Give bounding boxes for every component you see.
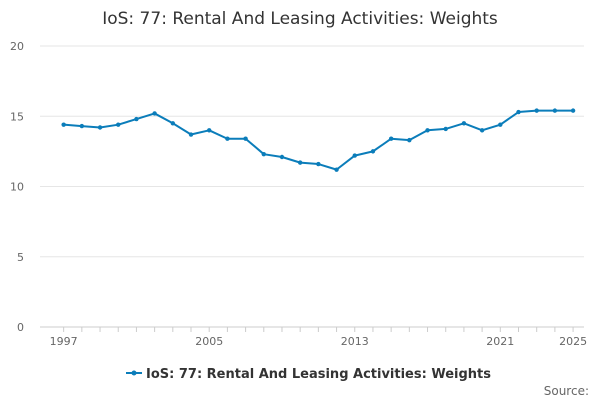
data-point[interactable] <box>316 161 321 167</box>
legend[interactable]: IoS: 77: Rental And Leasing Activities: … <box>126 367 491 382</box>
data-point[interactable] <box>279 154 285 160</box>
data-point[interactable] <box>79 123 85 129</box>
data-point[interactable] <box>207 128 212 133</box>
data-point[interactable] <box>570 108 576 113</box>
data-point[interactable] <box>297 160 303 165</box>
chart-title: IoS: 77: Rental And Leasing Activities: … <box>102 9 498 29</box>
data-point[interactable] <box>407 137 412 143</box>
series-line <box>63 109 574 171</box>
data-point[interactable] <box>479 128 485 133</box>
y-tick-label: 15 <box>10 110 24 123</box>
legend-label: IoS: 77: Rental And Leasing Activities: … <box>146 367 491 382</box>
y-tick-label: 0 <box>17 321 24 334</box>
data-point[interactable] <box>243 136 248 141</box>
data-point[interactable] <box>261 151 266 157</box>
x-axis: 1997 2005 2013 2021 2025 <box>40 326 587 348</box>
x-tick-label: 2025 <box>559 335 587 348</box>
y-tick-label: 10 <box>10 181 24 194</box>
data-point[interactable] <box>498 122 503 127</box>
y-tick-label: 20 <box>10 40 24 53</box>
data-point[interactable] <box>188 132 194 137</box>
data-point[interactable] <box>388 136 394 141</box>
data-point[interactable] <box>61 122 66 127</box>
data-point[interactable] <box>334 167 339 172</box>
data-point[interactable] <box>97 125 103 130</box>
source-label: Source: <box>544 384 589 398</box>
x-tick-label: 2005 <box>195 335 223 348</box>
data-point[interactable] <box>552 108 558 113</box>
x-tick-label: 1997 <box>50 335 78 348</box>
data-point[interactable] <box>425 128 430 133</box>
x-tick-label: 2013 <box>341 335 369 348</box>
series-layer <box>61 108 576 172</box>
x-tick-label: 2021 <box>486 335 514 348</box>
legend-point-marker <box>131 370 137 376</box>
y-tick-label: 5 <box>17 251 24 264</box>
data-point[interactable] <box>225 136 230 141</box>
data-point[interactable] <box>152 111 157 116</box>
data-point[interactable] <box>134 116 139 122</box>
data-point[interactable] <box>116 122 121 127</box>
data-point[interactable] <box>370 149 376 154</box>
data-point[interactable] <box>516 109 521 115</box>
data-point[interactable] <box>352 153 357 158</box>
gridlines <box>40 45 584 258</box>
data-point[interactable] <box>170 121 176 126</box>
data-point[interactable] <box>534 108 539 113</box>
data-point[interactable] <box>443 126 448 132</box>
y-axis: 0 5 10 15 20 <box>10 40 24 334</box>
data-point[interactable] <box>461 121 467 126</box>
